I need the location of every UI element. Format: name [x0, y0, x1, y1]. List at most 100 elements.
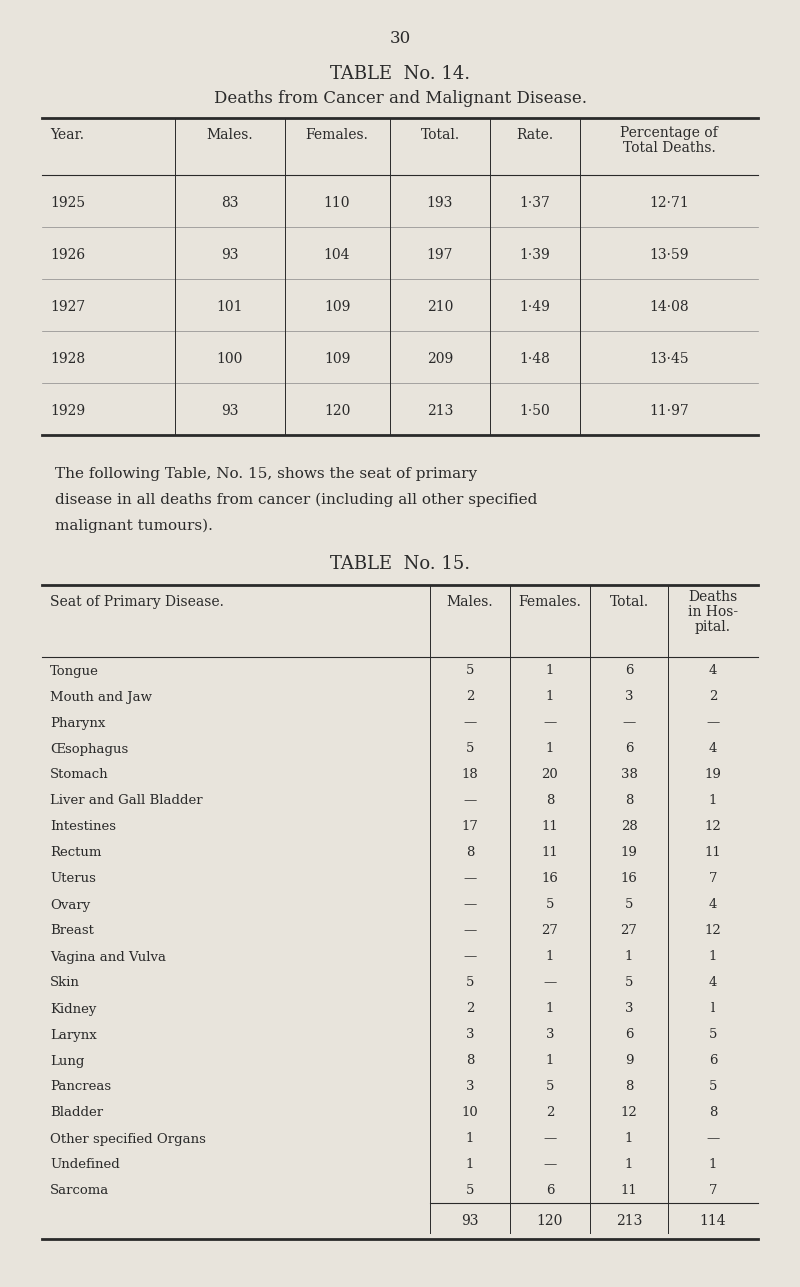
Text: 1·37: 1·37 — [519, 196, 550, 210]
Text: Uterus: Uterus — [50, 873, 96, 885]
Text: 27: 27 — [621, 924, 638, 937]
Text: Lung: Lung — [50, 1054, 84, 1067]
Text: 114: 114 — [700, 1214, 726, 1228]
Text: 110: 110 — [324, 196, 350, 210]
Text: 5: 5 — [625, 898, 633, 911]
Text: —: — — [543, 717, 557, 730]
Text: Males.: Males. — [206, 127, 254, 142]
Text: 104: 104 — [324, 248, 350, 263]
Text: 5: 5 — [546, 1081, 554, 1094]
Text: 30: 30 — [390, 30, 410, 48]
Text: TABLE  No. 14.: TABLE No. 14. — [330, 66, 470, 82]
Text: 5: 5 — [546, 898, 554, 911]
Text: 5: 5 — [466, 1184, 474, 1197]
Text: 28: 28 — [621, 821, 638, 834]
Text: 93: 93 — [462, 1214, 478, 1228]
Text: Total Deaths.: Total Deaths. — [622, 142, 715, 154]
Text: Larynx: Larynx — [50, 1028, 97, 1041]
Text: 1·50: 1·50 — [520, 404, 550, 418]
Text: 5: 5 — [466, 743, 474, 755]
Text: Breast: Breast — [50, 924, 94, 937]
Text: 20: 20 — [542, 768, 558, 781]
Text: 4: 4 — [709, 977, 717, 990]
Text: pital.: pital. — [695, 620, 731, 634]
Text: —: — — [706, 1133, 720, 1145]
Text: 6: 6 — [709, 1054, 718, 1067]
Text: 4: 4 — [709, 664, 717, 677]
Text: 12: 12 — [705, 924, 722, 937]
Text: Œsophagus: Œsophagus — [50, 743, 128, 755]
Text: 13·45: 13·45 — [649, 353, 689, 366]
Text: 12·71: 12·71 — [649, 196, 689, 210]
Text: Stomach: Stomach — [50, 768, 109, 781]
Text: 1: 1 — [625, 1133, 633, 1145]
Text: 16: 16 — [621, 873, 638, 885]
Text: Males.: Males. — [446, 595, 494, 609]
Text: 19: 19 — [705, 768, 722, 781]
Text: 1929: 1929 — [50, 404, 85, 418]
Text: 9: 9 — [625, 1054, 634, 1067]
Text: 1: 1 — [709, 951, 717, 964]
Text: —: — — [463, 898, 477, 911]
Text: 1: 1 — [466, 1133, 474, 1145]
Text: 19: 19 — [621, 847, 638, 860]
Text: 12: 12 — [705, 821, 722, 834]
Text: 193: 193 — [427, 196, 453, 210]
Text: Total.: Total. — [421, 127, 459, 142]
Text: 109: 109 — [324, 353, 350, 366]
Text: 8: 8 — [625, 1081, 633, 1094]
Text: —: — — [543, 977, 557, 990]
Text: 3: 3 — [546, 1028, 554, 1041]
Text: Tongue: Tongue — [50, 664, 99, 677]
Text: 1928: 1928 — [50, 353, 85, 366]
Text: 5: 5 — [625, 977, 633, 990]
Text: 5: 5 — [709, 1081, 717, 1094]
Text: 3: 3 — [625, 691, 634, 704]
Text: Rate.: Rate. — [517, 127, 554, 142]
Text: 1: 1 — [466, 1158, 474, 1171]
Text: —: — — [543, 1133, 557, 1145]
Text: 13·59: 13·59 — [650, 248, 689, 263]
Text: —: — — [463, 717, 477, 730]
Text: Percentage of: Percentage of — [620, 126, 718, 140]
Text: 1·49: 1·49 — [519, 300, 550, 314]
Text: 16: 16 — [542, 873, 558, 885]
Text: Pancreas: Pancreas — [50, 1081, 111, 1094]
Text: Liver and Gall Bladder: Liver and Gall Bladder — [50, 794, 202, 807]
Text: 7: 7 — [709, 1184, 718, 1197]
Text: Vagina and Vulva: Vagina and Vulva — [50, 951, 166, 964]
Text: 3: 3 — [466, 1028, 474, 1041]
Text: 11: 11 — [705, 847, 722, 860]
Text: 12: 12 — [621, 1107, 638, 1120]
Text: Pharynx: Pharynx — [50, 717, 106, 730]
Text: Rectum: Rectum — [50, 847, 102, 860]
Text: 8: 8 — [546, 794, 554, 807]
Text: 6: 6 — [546, 1184, 554, 1197]
Text: 18: 18 — [462, 768, 478, 781]
Text: 2: 2 — [466, 691, 474, 704]
Text: 210: 210 — [427, 300, 453, 314]
Text: 11: 11 — [621, 1184, 638, 1197]
Text: 1927: 1927 — [50, 300, 86, 314]
Text: l: l — [711, 1003, 715, 1015]
Text: 11: 11 — [542, 821, 558, 834]
Text: 1: 1 — [546, 951, 554, 964]
Text: Year.: Year. — [50, 127, 84, 142]
Text: 6: 6 — [625, 743, 634, 755]
Text: 1·39: 1·39 — [520, 248, 550, 263]
Text: Ovary: Ovary — [50, 898, 90, 911]
Text: 11·97: 11·97 — [649, 404, 689, 418]
Text: 8: 8 — [709, 1107, 717, 1120]
Text: 17: 17 — [462, 821, 478, 834]
Text: 2: 2 — [466, 1003, 474, 1015]
Text: —: — — [463, 873, 477, 885]
Text: 1: 1 — [546, 664, 554, 677]
Text: —: — — [543, 1158, 557, 1171]
Text: 8: 8 — [625, 794, 633, 807]
Text: 213: 213 — [616, 1214, 642, 1228]
Text: 10: 10 — [462, 1107, 478, 1120]
Text: —: — — [706, 717, 720, 730]
Text: Deaths from Cancer and Malignant Disease.: Deaths from Cancer and Malignant Disease… — [214, 90, 586, 107]
Text: 1: 1 — [625, 951, 633, 964]
Text: Females.: Females. — [306, 127, 369, 142]
